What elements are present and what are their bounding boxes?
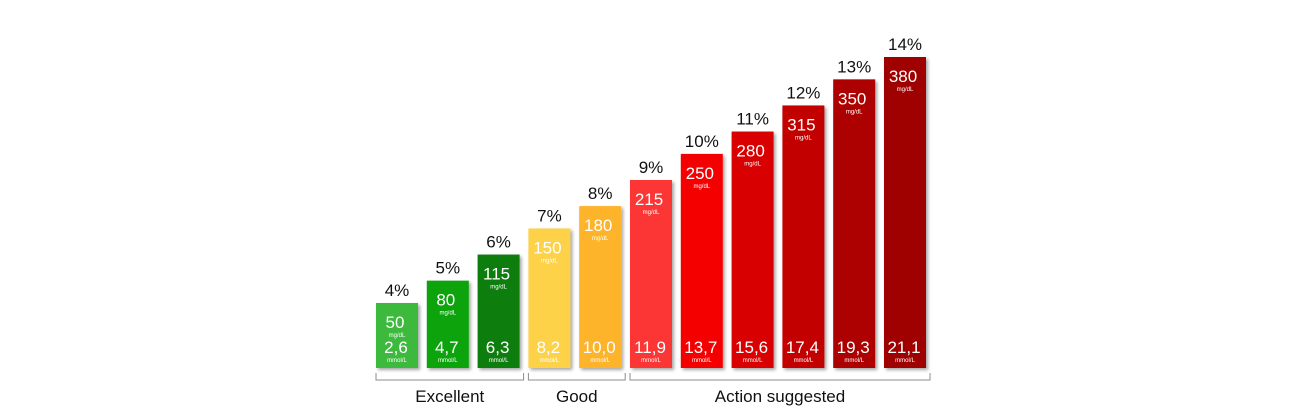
mmol-unit: mmol/L (844, 358, 864, 364)
labels-layer: 4%50mg/dL2,6mmol/L5%80mg/dL4,7mmol/L6%11… (384, 35, 922, 364)
mgdl-unit: mg/dL (693, 184, 710, 190)
percent-label: 11% (736, 110, 769, 129)
bar (477, 254, 520, 368)
mmol-value: 8,2 (537, 338, 561, 357)
mmol-value: 2,6 (384, 338, 408, 357)
percent-label: 6% (486, 233, 511, 252)
bar (528, 228, 571, 368)
bar (579, 206, 622, 368)
mgdl-unit: mg/dL (389, 333, 406, 339)
group-bracket (527, 373, 626, 381)
bar (630, 180, 672, 368)
mgdl-value: 350 (838, 89, 866, 108)
mgdl-value: 215 (635, 190, 663, 209)
mgdl-unit: mg/dL (541, 258, 558, 264)
mgdl-unit: mg/dL (490, 285, 507, 291)
bar (782, 105, 825, 369)
percent-label: 14% (888, 35, 922, 54)
mgdl-unit: mg/dL (795, 135, 812, 141)
mgdl-unit: mg/dL (592, 236, 609, 242)
mgdl-value: 280 (736, 142, 764, 161)
mmol-value: 19,3 (837, 338, 870, 357)
mgdl-unit: mg/dL (643, 210, 660, 216)
mgdl-unit: mg/dL (897, 87, 914, 93)
mmol-unit: mmol/L (743, 358, 763, 364)
mgdl-value: 380 (889, 67, 917, 86)
mgdl-value: 50 (386, 313, 405, 332)
mmol-unit: mmol/L (540, 358, 560, 364)
mgdl-unit: mg/dL (439, 311, 456, 317)
group-label: Good (556, 387, 598, 406)
mgdl-unit: mg/dL (846, 109, 863, 115)
percent-label: 9% (639, 158, 664, 177)
mgdl-value: 80 (436, 291, 455, 310)
mmol-unit: mmol/L (489, 358, 509, 364)
mmol-value: 6,3 (486, 338, 510, 357)
percent-label: 7% (537, 206, 562, 225)
bars-layer (376, 57, 926, 369)
mgdl-value: 315 (787, 115, 815, 134)
mmol-value: 17,4 (786, 338, 819, 357)
mgdl-value: 250 (686, 164, 714, 183)
bar (731, 131, 774, 368)
percent-label: 8% (588, 184, 613, 203)
mgdl-value: 150 (533, 238, 561, 257)
group-bracket (375, 373, 525, 381)
mmol-unit: mmol/L (794, 358, 814, 364)
mmol-value: 13,7 (684, 338, 717, 357)
mmol-unit: mmol/L (641, 358, 661, 364)
mmol-unit: mmol/L (387, 358, 407, 364)
percent-label: 5% (436, 259, 461, 278)
mmol-unit: mmol/L (692, 358, 712, 364)
mmol-value: 21,1 (887, 338, 920, 357)
mmol-value: 15,6 (735, 338, 768, 357)
group-label: Excellent (415, 387, 484, 406)
group-bracket (629, 373, 931, 381)
mmol-unit: mmol/L (438, 358, 458, 364)
mmol-unit: mmol/L (590, 358, 610, 364)
bar (426, 280, 469, 368)
mgdl-value: 180 (584, 216, 612, 235)
percent-label: 4% (385, 281, 410, 300)
bar (833, 79, 876, 368)
bar (376, 303, 418, 368)
mmol-value: 10,0 (583, 338, 616, 357)
mgdl-value: 115 (483, 265, 510, 284)
percent-label: 13% (837, 57, 871, 76)
percent-label: 12% (786, 83, 820, 102)
mmol-unit: mmol/L (895, 358, 915, 364)
group-brackets-layer: Excellent Good Action suggested (375, 373, 931, 406)
bar (680, 153, 723, 368)
bar (884, 57, 926, 368)
mmol-value: 4,7 (435, 338, 459, 357)
percent-label: 10% (685, 132, 719, 151)
mgdl-unit: mg/dL (744, 162, 761, 168)
mmol-value: 11,9 (634, 338, 666, 357)
group-label: Action suggested (715, 387, 845, 406)
